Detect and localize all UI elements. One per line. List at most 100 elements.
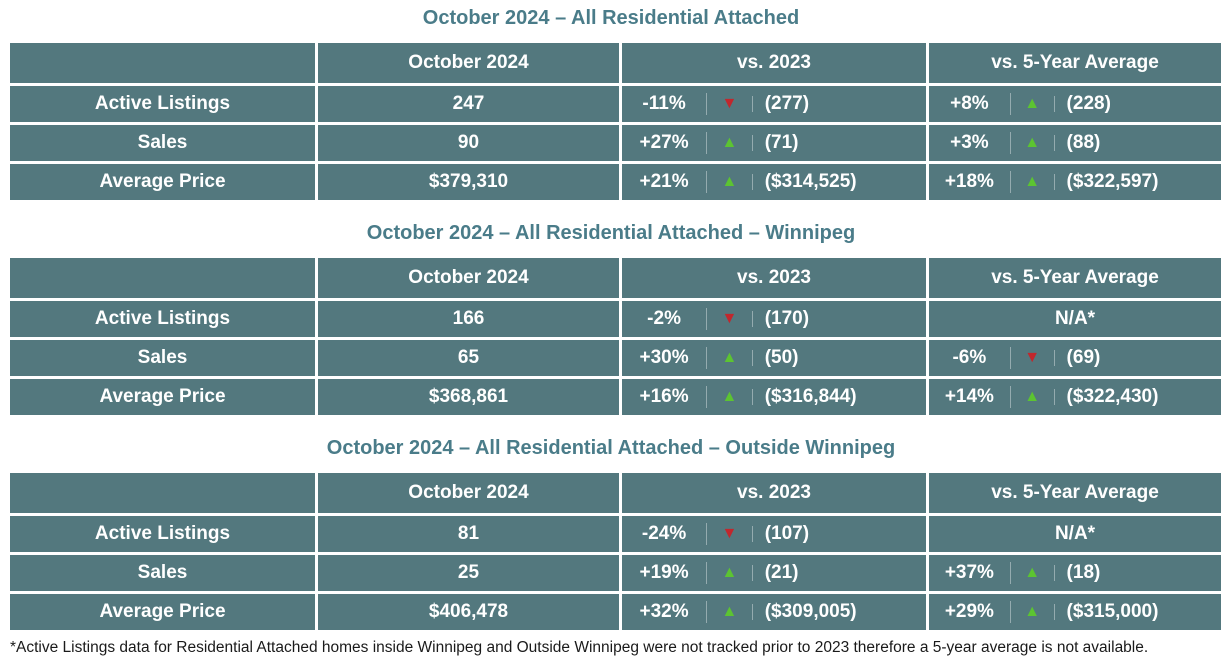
pct-change: +3% bbox=[929, 132, 1011, 154]
row-label-active-listings: Active Listings bbox=[10, 301, 315, 337]
reference-value: ($309,005) bbox=[764, 601, 857, 622]
reference-value: (21) bbox=[764, 562, 799, 583]
value-sales: 90 bbox=[318, 125, 619, 161]
vs-2023-sales: +27% ▲ (71) bbox=[622, 125, 926, 161]
reference-value: (71) bbox=[764, 132, 799, 153]
header-october-2024: October 2024 bbox=[318, 473, 619, 513]
row-label-sales: Sales bbox=[10, 340, 315, 376]
pct-change: +37% bbox=[929, 562, 1011, 584]
up-arrow-glyph: ▲ bbox=[721, 388, 738, 405]
value-active-listings: 247 bbox=[318, 86, 619, 122]
down-arrow-glyph: ▼ bbox=[721, 310, 738, 327]
header-vs-5yr: vs. 5-Year Average bbox=[929, 258, 1221, 298]
trend-up-icon: ▲ bbox=[707, 350, 753, 366]
header-october-2024: October 2024 bbox=[318, 43, 619, 83]
up-arrow-glyph: ▲ bbox=[721, 134, 738, 151]
pct-change: +19% bbox=[622, 562, 708, 584]
reference-value: (88) bbox=[1066, 132, 1101, 153]
stats-table-winnipeg: October 2024 vs. 2023 vs. 5-Year Average… bbox=[10, 258, 1221, 415]
section-title-winnipeg: October 2024 – All Residential Attached … bbox=[366, 222, 856, 244]
vs-5yr-sales: +37% ▲ (18) bbox=[929, 555, 1221, 591]
pct-change: -24% bbox=[622, 523, 708, 545]
pct-change: +30% bbox=[622, 347, 708, 369]
up-arrow-glyph: ▲ bbox=[1024, 95, 1041, 112]
stats-table-all: October 2024 vs. 2023 vs. 5-Year Average… bbox=[10, 43, 1221, 200]
vs-2023-average-price: +21% ▲ ($314,525) bbox=[622, 164, 926, 200]
pct-change: +21% bbox=[622, 171, 708, 193]
trend-up-icon: ▲ bbox=[707, 565, 753, 581]
row-label-sales: Sales bbox=[10, 555, 315, 591]
trend-up-icon: ▲ bbox=[1011, 389, 1055, 405]
header-vs-5yr: vs. 5-Year Average bbox=[929, 43, 1221, 83]
reference-value: ($322,597) bbox=[1066, 171, 1159, 192]
trend-up-icon: ▲ bbox=[1011, 174, 1055, 190]
down-arrow-glyph: ▼ bbox=[721, 525, 738, 542]
stats-table-outside-winnipeg: October 2024 vs. 2023 vs. 5-Year Average… bbox=[10, 473, 1221, 630]
report-page: October 2024 – All Residential Attached … bbox=[0, 5, 1222, 657]
value-sales: 65 bbox=[318, 340, 619, 376]
vs-5yr-average-price: +14% ▲ ($322,430) bbox=[929, 379, 1221, 415]
section-title-all: October 2024 – All Residential Attached bbox=[422, 7, 800, 29]
up-arrow-glyph: ▲ bbox=[721, 349, 738, 366]
value-average-price: $406,478 bbox=[318, 594, 619, 630]
up-arrow-glyph: ▲ bbox=[1024, 564, 1041, 581]
vs-5yr-not-available: N/A* bbox=[929, 301, 1221, 337]
value-average-price: $368,861 bbox=[318, 379, 619, 415]
header-vs-2023: vs. 2023 bbox=[622, 473, 926, 513]
footnote-text: *Active Listings data for Residential At… bbox=[10, 639, 1149, 656]
vs-2023-sales: +19% ▲ (21) bbox=[622, 555, 926, 591]
trend-up-icon: ▲ bbox=[1011, 604, 1055, 620]
reference-value: (277) bbox=[764, 93, 810, 114]
value-active-listings: 81 bbox=[318, 516, 619, 552]
trend-down-icon: ▼ bbox=[1011, 350, 1055, 366]
value-active-listings: 166 bbox=[318, 301, 619, 337]
header-vs-2023: vs. 2023 bbox=[622, 258, 926, 298]
pct-change: -11% bbox=[622, 93, 708, 115]
row-label-average-price: Average Price bbox=[10, 379, 315, 415]
vs-5yr-sales: -6% ▼ (69) bbox=[929, 340, 1221, 376]
up-arrow-glyph: ▲ bbox=[721, 173, 738, 190]
vs-2023-active-listings: -11% ▼ (277) bbox=[622, 86, 926, 122]
trend-up-icon: ▲ bbox=[707, 174, 753, 190]
trend-up-icon: ▲ bbox=[1011, 565, 1055, 581]
reference-value: (170) bbox=[764, 308, 810, 329]
trend-down-icon: ▼ bbox=[707, 526, 753, 542]
trend-down-icon: ▼ bbox=[707, 311, 753, 327]
up-arrow-glyph: ▲ bbox=[1024, 603, 1041, 620]
reference-value: (50) bbox=[764, 347, 799, 368]
pct-change: +18% bbox=[929, 171, 1011, 193]
pct-change: +29% bbox=[929, 601, 1011, 623]
vs-2023-average-price: +32% ▲ ($309,005) bbox=[622, 594, 926, 630]
vs-5yr-average-price: +18% ▲ ($322,597) bbox=[929, 164, 1221, 200]
vs-5yr-average-price: +29% ▲ ($315,000) bbox=[929, 594, 1221, 630]
pct-change: +27% bbox=[622, 132, 708, 154]
header-metric bbox=[10, 473, 315, 513]
row-label-active-listings: Active Listings bbox=[10, 86, 315, 122]
down-arrow-glyph: ▼ bbox=[721, 95, 738, 112]
up-arrow-glyph: ▲ bbox=[721, 564, 738, 581]
row-label-average-price: Average Price bbox=[10, 594, 315, 630]
vs-5yr-active-listings: +8% ▲ (228) bbox=[929, 86, 1221, 122]
pct-change: +8% bbox=[929, 93, 1011, 115]
reference-value: (18) bbox=[1066, 562, 1101, 583]
up-arrow-glyph: ▲ bbox=[1024, 173, 1041, 190]
header-october-2024: October 2024 bbox=[318, 258, 619, 298]
reference-value: ($322,430) bbox=[1066, 386, 1159, 407]
header-vs-5yr: vs. 5-Year Average bbox=[929, 473, 1221, 513]
row-label-sales: Sales bbox=[10, 125, 315, 161]
vs-2023-average-price: +16% ▲ ($316,844) bbox=[622, 379, 926, 415]
trend-up-icon: ▲ bbox=[707, 604, 753, 620]
header-metric bbox=[10, 258, 315, 298]
value-sales: 25 bbox=[318, 555, 619, 591]
section-title-outside-winnipeg: October 2024 – All Residential Attached … bbox=[326, 437, 896, 459]
vs-5yr-sales: +3% ▲ (88) bbox=[929, 125, 1221, 161]
trend-up-icon: ▲ bbox=[1011, 96, 1055, 112]
pct-change: +32% bbox=[622, 601, 708, 623]
trend-up-icon: ▲ bbox=[1011, 135, 1055, 151]
vs-2023-active-listings: -24% ▼ (107) bbox=[622, 516, 926, 552]
reference-value: ($315,000) bbox=[1066, 601, 1159, 622]
trend-down-icon: ▼ bbox=[707, 96, 753, 112]
reference-value: ($316,844) bbox=[764, 386, 857, 407]
reference-value: (228) bbox=[1066, 93, 1111, 114]
row-label-average-price: Average Price bbox=[10, 164, 315, 200]
